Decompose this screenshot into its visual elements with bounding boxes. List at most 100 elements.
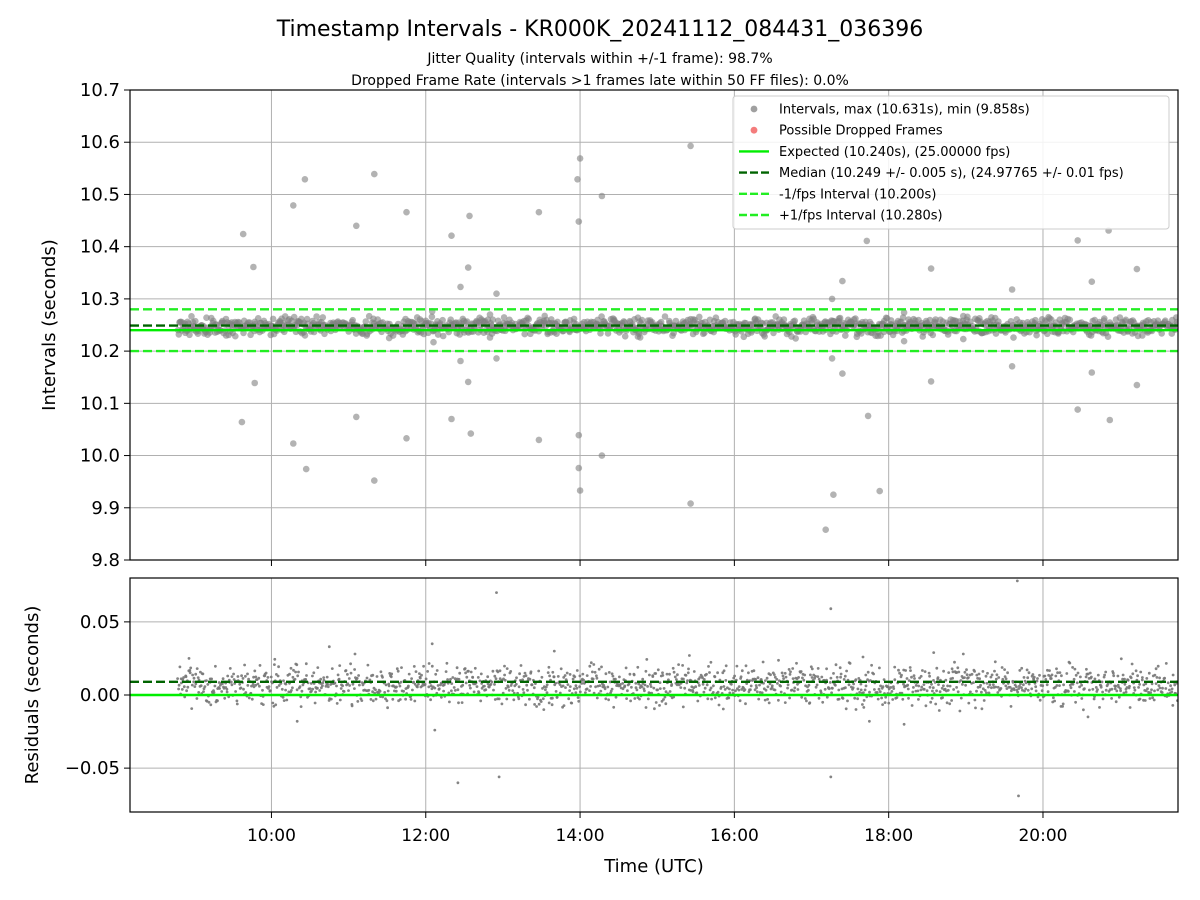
residuals-band-point xyxy=(293,677,297,681)
residuals-point xyxy=(295,719,299,723)
residuals-band-point xyxy=(934,702,938,706)
residuals-band-point xyxy=(1068,661,1072,665)
residuals-band-point xyxy=(322,678,326,682)
residuals-band-point xyxy=(1071,666,1074,669)
residuals-band-point xyxy=(737,688,741,692)
residuals-band-point xyxy=(216,699,219,703)
residuals-band-point xyxy=(600,665,603,669)
residuals-band-point xyxy=(608,680,612,684)
residuals-band-point xyxy=(951,670,955,674)
intervals-y-tick-label: 10.2 xyxy=(80,341,120,362)
residuals-band-point xyxy=(817,677,821,681)
intervals-point xyxy=(828,295,836,303)
intervals-y-tick-label: 10.1 xyxy=(80,393,120,414)
intervals-y-tick-label: 9.9 xyxy=(91,498,120,519)
residuals-band-point xyxy=(993,669,996,673)
residuals-band-point xyxy=(335,684,338,688)
residuals-y-tick-label: 0.00 xyxy=(80,685,120,706)
intervals-point xyxy=(353,222,360,230)
residuals-band-point xyxy=(677,683,681,687)
residuals-band-point xyxy=(247,696,251,700)
residuals-band-point xyxy=(448,700,451,704)
residuals-band-point xyxy=(1170,690,1174,694)
residuals-band-point xyxy=(856,687,860,691)
residuals-band-point xyxy=(609,689,613,693)
intervals-band-point xyxy=(1101,315,1108,322)
residuals-band-point xyxy=(734,689,737,693)
residuals-band-point xyxy=(876,697,880,701)
residuals-band-point xyxy=(1078,685,1081,689)
residuals-band-point xyxy=(1150,682,1154,686)
residuals-band-point xyxy=(698,676,702,679)
residuals-band-point xyxy=(236,675,240,678)
residuals-band-point xyxy=(974,706,977,710)
residuals-band-point xyxy=(796,688,800,691)
intervals-point xyxy=(403,435,410,442)
residuals-band-point xyxy=(389,675,393,679)
residuals-band-point xyxy=(623,684,627,688)
residuals-band-point xyxy=(381,675,384,679)
residuals-band-point xyxy=(1137,686,1140,689)
residuals-band-point xyxy=(920,685,924,689)
residuals-band-point xyxy=(767,701,771,705)
residuals-band-point xyxy=(1083,687,1086,691)
residuals-band-point xyxy=(982,699,986,702)
intervals-band-point xyxy=(525,315,532,323)
residuals-band-point xyxy=(544,688,547,692)
residuals-band-point xyxy=(784,675,788,679)
intervals-band-point xyxy=(362,318,370,325)
residuals-band-point xyxy=(846,699,849,703)
residuals-band-point xyxy=(834,663,838,667)
residuals-band-point xyxy=(931,689,934,693)
residuals-band-point xyxy=(398,684,402,688)
residuals-band-point xyxy=(1110,687,1114,691)
residuals-band-point xyxy=(467,669,470,673)
intervals-frame xyxy=(129,89,1179,561)
residuals-band-point xyxy=(1141,676,1144,679)
residuals-band-point xyxy=(682,677,685,681)
residuals-band-point xyxy=(574,691,578,695)
residuals-band-point xyxy=(1076,671,1080,675)
residuals-band-point xyxy=(643,689,646,693)
residuals-point xyxy=(1015,579,1019,583)
residuals-band-point xyxy=(426,670,429,673)
residuals-band-point xyxy=(384,683,388,687)
residuals-band-point xyxy=(958,709,962,713)
residuals-band-point xyxy=(707,665,710,668)
residuals-band-point xyxy=(589,685,592,688)
residuals-band-point xyxy=(758,683,761,687)
residuals-band-point xyxy=(975,673,979,677)
residuals-band-point xyxy=(1119,689,1122,693)
residuals-band-point xyxy=(1138,697,1142,701)
intervals-y-tick-label: 10.5 xyxy=(80,184,120,205)
residuals-band-point xyxy=(357,674,360,677)
residuals-band-point xyxy=(1012,688,1016,692)
residuals-band-point xyxy=(1138,683,1141,686)
residuals-band-point xyxy=(1024,681,1028,685)
residuals-band-point xyxy=(1113,687,1117,691)
residuals-band-point xyxy=(969,690,972,694)
residuals-band-point xyxy=(1134,669,1138,673)
residuals-band-point xyxy=(941,696,944,699)
residuals-band-point xyxy=(928,674,931,678)
residuals-band-point xyxy=(404,697,407,701)
residuals-band-point xyxy=(1019,682,1022,686)
residuals-band-point xyxy=(375,675,379,678)
residuals-point xyxy=(433,728,437,732)
intervals-point xyxy=(371,170,378,178)
residuals-band-point xyxy=(661,671,664,675)
residuals-band-point xyxy=(1074,673,1078,677)
residuals-band-point xyxy=(626,689,629,693)
residuals-band-point xyxy=(541,687,544,690)
residuals-band-point xyxy=(595,674,598,678)
residuals-band-point xyxy=(965,673,969,677)
residuals-band-point xyxy=(300,689,304,693)
residuals-band-point xyxy=(493,683,496,686)
residuals-band-point xyxy=(1132,686,1136,689)
residuals-band-point xyxy=(1080,683,1083,687)
residuals-band-point xyxy=(754,678,758,681)
residuals-band-point xyxy=(436,684,440,687)
residuals-band-point xyxy=(578,685,581,689)
residuals-band-point xyxy=(521,688,525,691)
residuals-band-point xyxy=(429,684,433,688)
